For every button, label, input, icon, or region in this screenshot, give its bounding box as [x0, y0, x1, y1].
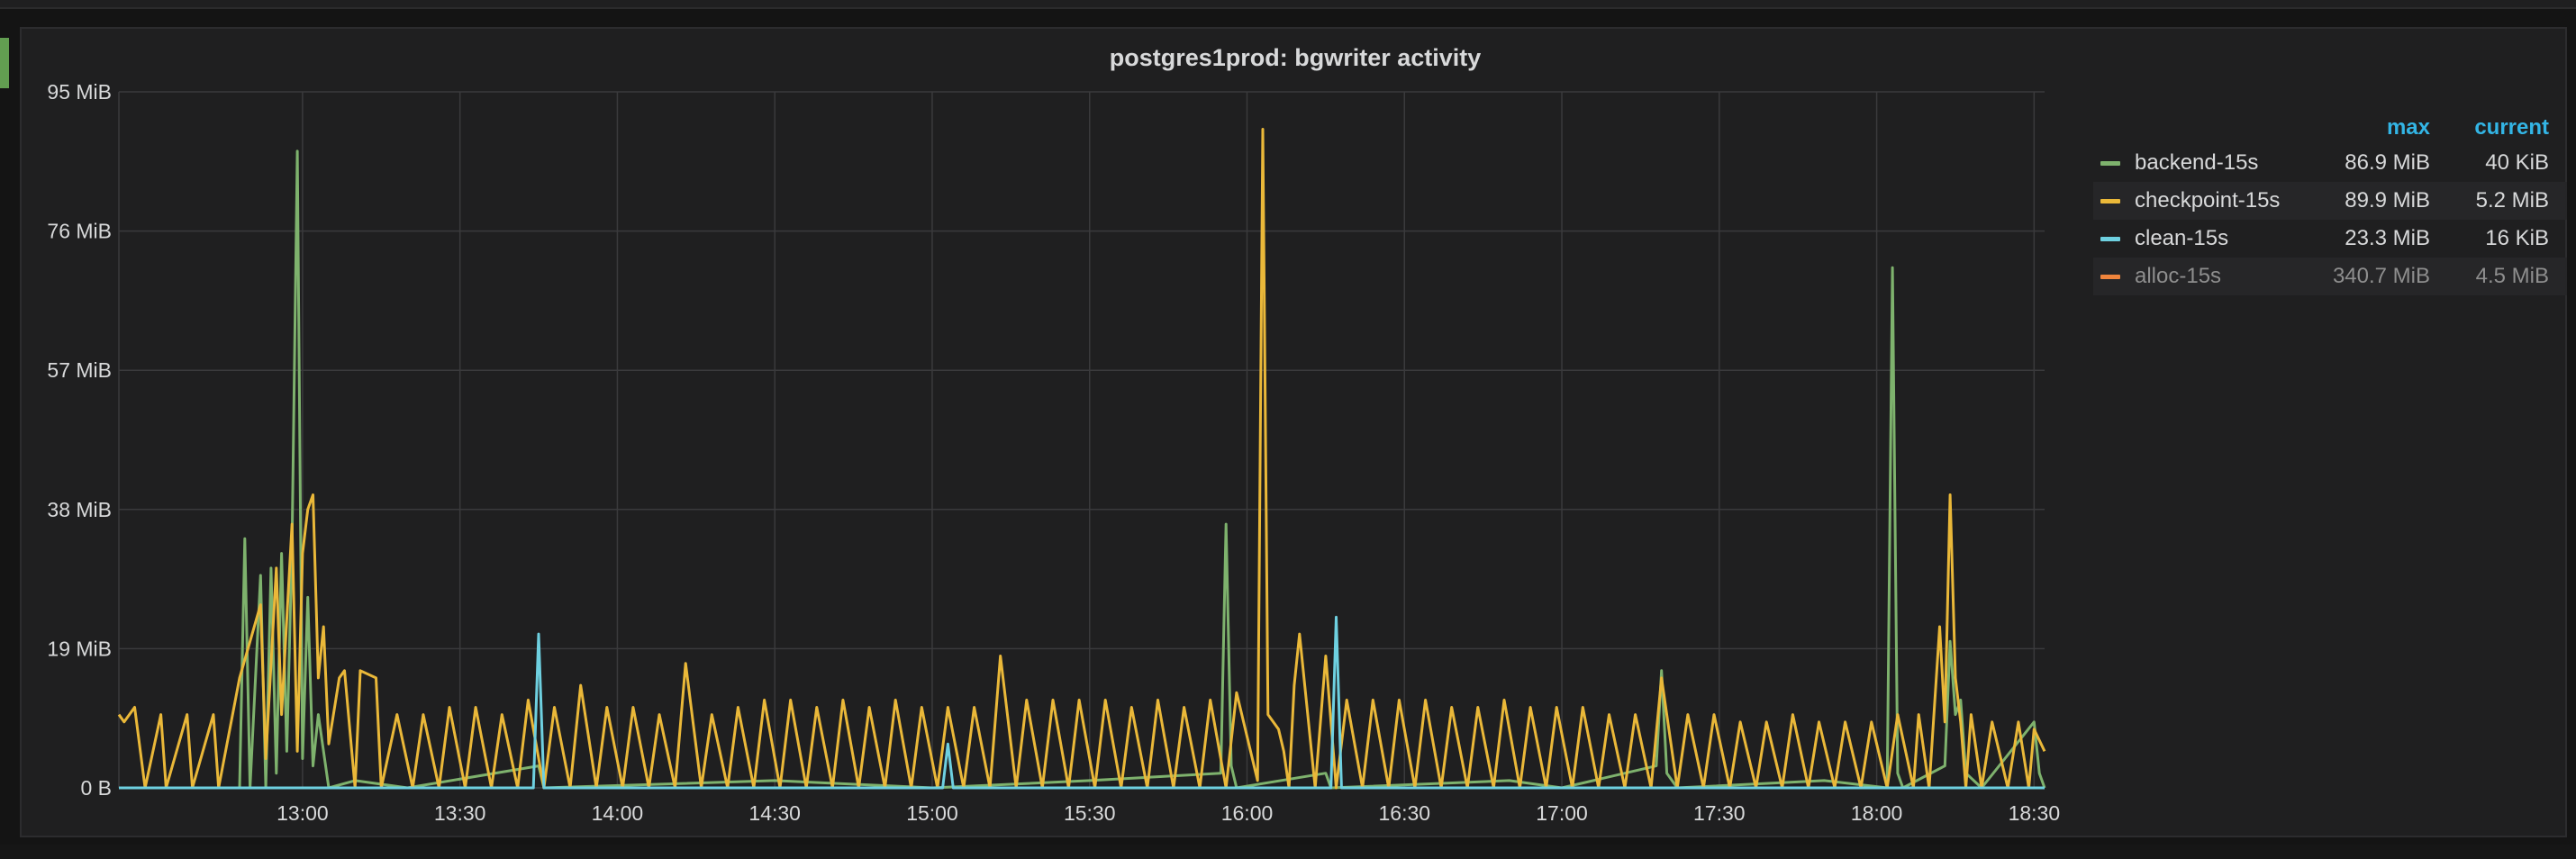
x-tick-label: 13:00 — [277, 801, 329, 825]
x-tick-label: 16:00 — [1221, 801, 1274, 825]
legend-series-name[interactable]: backend-15s — [2135, 150, 2259, 175]
x-tick-label: 18:00 — [1851, 801, 1903, 825]
series-lines — [117, 128, 2046, 790]
legend-max-value: 89.9 MiB — [2345, 188, 2430, 212]
series-color-swatch[interactable] — [2100, 275, 2120, 279]
legend-series-name[interactable]: alloc-15s — [2135, 264, 2222, 288]
legend-item-backend[interactable]: backend-15s 86.9 MiB 40 KiB — [2093, 144, 2567, 182]
legend-series-name[interactable]: clean-15s — [2135, 226, 2229, 250]
legend-current-value: 5.2 MiB — [2475, 188, 2549, 212]
legend-current-value: 4.5 MiB — [2475, 264, 2549, 288]
legend-item-checkpoint[interactable]: checkpoint-15s 89.9 MiB 5.2 MiB — [2093, 182, 2567, 220]
x-tick-label: 15:30 — [1064, 801, 1116, 825]
legend-header: max current — [2093, 112, 2567, 144]
series-color-swatch[interactable] — [2100, 199, 2120, 203]
legend-item-alloc[interactable]: alloc-15s 340.7 MiB 4.5 MiB — [2093, 258, 2567, 295]
legend: max current backend-15s 86.9 MiB 40 KiB … — [2093, 112, 2567, 295]
x-tick-label: 15:00 — [906, 801, 958, 825]
x-tick-label: 14:00 — [592, 801, 644, 825]
grid-lines — [118, 91, 2045, 789]
series-color-swatch[interactable] — [2100, 161, 2120, 166]
legend-current-value: 16 KiB — [2485, 226, 2549, 250]
legend-current-value: 40 KiB — [2485, 150, 2549, 175]
y-tick-label: 95 MiB — [47, 80, 112, 104]
series-line-backend-15s[interactable] — [119, 149, 2046, 790]
top-bar — [0, 0, 2576, 9]
panel-title[interactable]: postgres1prod: bgwriter activity — [1109, 44, 1482, 71]
legend-series-name[interactable]: checkpoint-15s — [2135, 188, 2281, 212]
series-line-clean-15s[interactable] — [119, 615, 2045, 790]
legend-current-header[interactable]: current — [2474, 115, 2549, 140]
series-color-swatch[interactable] — [2100, 237, 2120, 241]
y-tick-label: 76 MiB — [47, 220, 112, 243]
y-tick-label: 38 MiB — [47, 498, 112, 521]
x-tick-label: 17:30 — [1693, 801, 1746, 825]
graph-panel: postgres1prod: bgwriter activity 0 B 19 M… — [20, 27, 2567, 837]
y-tick-label: 0 B — [80, 776, 112, 800]
x-tick-label: 16:30 — [1378, 801, 1430, 825]
row-collapse-handle[interactable] — [0, 38, 9, 88]
series-line-checkpoint-15s[interactable] — [117, 128, 2046, 790]
legend-max-header[interactable]: max — [2386, 115, 2430, 140]
x-tick-label: 13:30 — [434, 801, 486, 825]
y-tick-label: 19 MiB — [47, 637, 112, 660]
x-tick-label: 18:30 — [2009, 801, 2061, 825]
y-tick-label: 57 MiB — [47, 358, 112, 382]
x-axis-labels: 13:00 13:30 14:00 14:30 15:00 15:30 16:00 16:30… — [277, 801, 2060, 825]
legend-item-clean[interactable]: clean-15s 23.3 MiB 16 KiB — [2093, 220, 2567, 258]
y-axis-labels: 0 B 19 MiB 38 MiB 57 MiB 76 MiB 95 MiB — [47, 80, 112, 800]
legend-max-value: 23.3 MiB — [2345, 226, 2430, 250]
x-tick-label: 14:30 — [748, 801, 801, 825]
legend-max-value: 340.7 MiB — [2332, 264, 2430, 288]
bottom-bar — [0, 845, 2576, 859]
legend-max-value: 86.9 MiB — [2345, 150, 2430, 175]
x-tick-label: 17:00 — [1536, 801, 1588, 825]
